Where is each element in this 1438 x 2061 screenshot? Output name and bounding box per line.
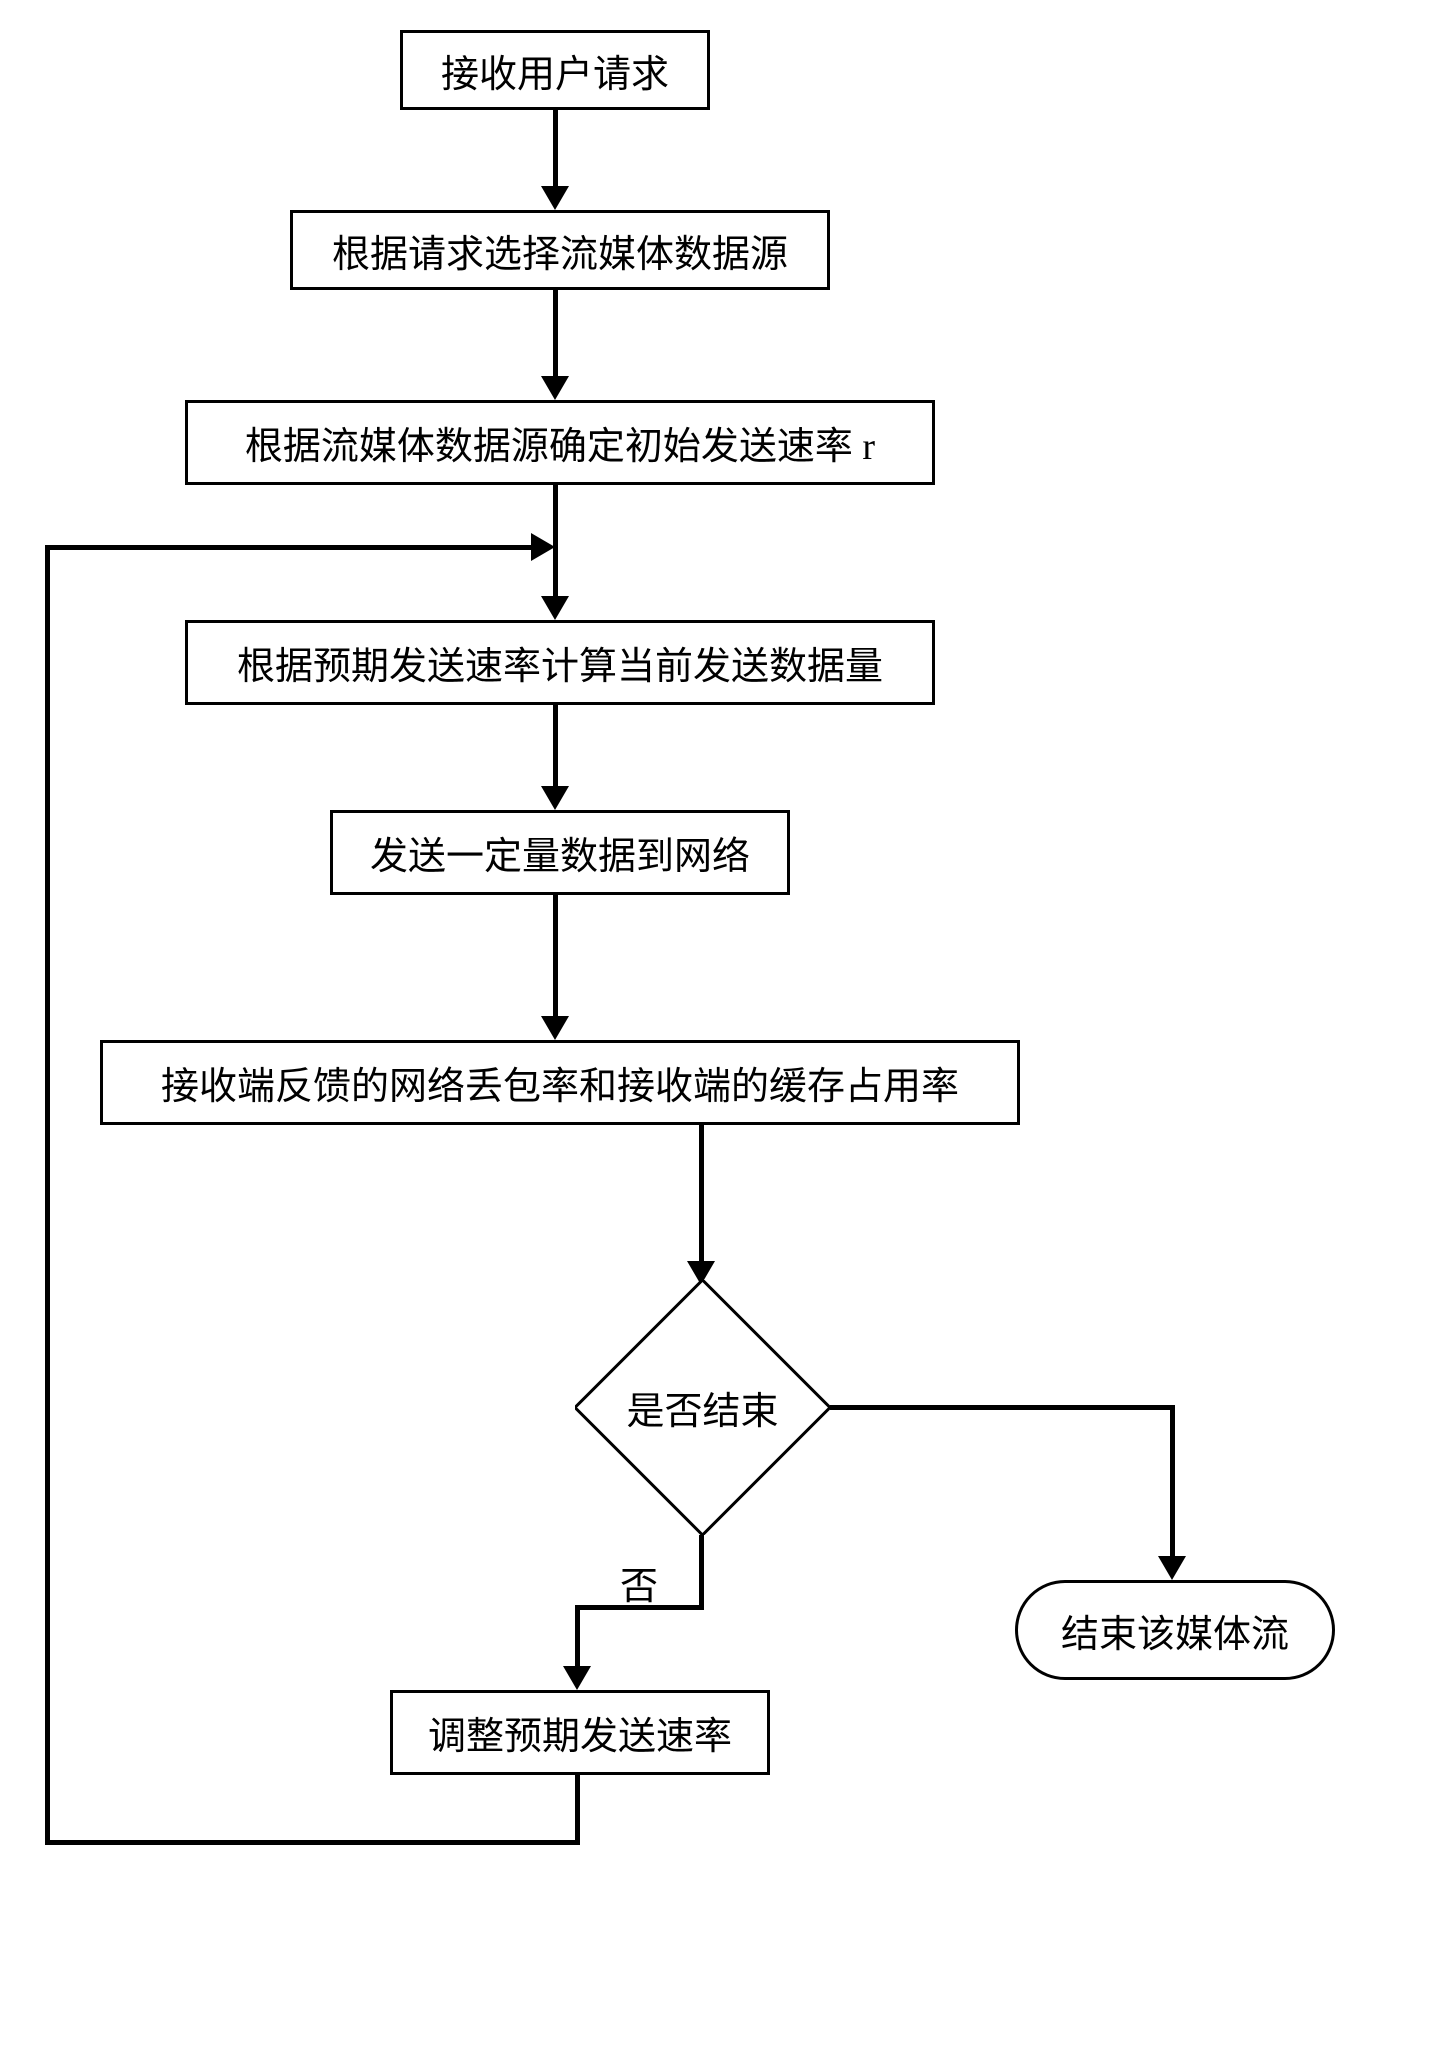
edge-5-6 bbox=[553, 895, 558, 1020]
edge-6-7 bbox=[699, 1125, 704, 1265]
node-end-stream: 结束该媒体流 bbox=[1015, 1580, 1335, 1680]
arrow-head bbox=[541, 1016, 569, 1040]
arrow-head bbox=[531, 533, 555, 561]
flowchart-container: 接收用户请求 根据请求选择流媒体数据源 根据流媒体数据源确定初始发送速率 r 根… bbox=[0, 0, 1438, 2061]
node-label: 接收端反馈的网络丢包率和接收端的缓存占用率 bbox=[161, 1055, 959, 1110]
edge-loop-v1 bbox=[575, 1775, 580, 1840]
edge-7-8 bbox=[699, 1535, 704, 1605]
arrow-head bbox=[541, 786, 569, 810]
arrow-head bbox=[541, 376, 569, 400]
node-feedback: 接收端反馈的网络丢包率和接收端的缓存占用率 bbox=[100, 1040, 1020, 1125]
arrow-head bbox=[1158, 1556, 1186, 1580]
node-label: 根据预期发送速率计算当前发送数据量 bbox=[237, 635, 883, 690]
edge-loop-h2 bbox=[45, 545, 535, 550]
node-receive-request: 接收用户请求 bbox=[400, 30, 710, 110]
node-label: 接收用户请求 bbox=[441, 43, 669, 98]
label-no: 否 bbox=[620, 1555, 658, 1610]
edge-7-9-v bbox=[1170, 1405, 1175, 1560]
arrow-head bbox=[563, 1666, 591, 1690]
node-label: 调整预期发送速率 bbox=[428, 1705, 732, 1760]
edge-7-9-h bbox=[830, 1405, 1175, 1410]
node-label: 根据请求选择流媒体数据源 bbox=[332, 223, 788, 278]
node-initial-rate: 根据流媒体数据源确定初始发送速率 r bbox=[185, 400, 935, 485]
edge-loop-v2 bbox=[45, 545, 50, 1845]
edge-7-8-v2 bbox=[575, 1605, 580, 1670]
node-label: 发送一定量数据到网络 bbox=[370, 825, 750, 880]
arrow-head bbox=[541, 186, 569, 210]
edge-1-2 bbox=[553, 110, 558, 190]
edge-loop-h1 bbox=[45, 1840, 580, 1845]
node-label: 是否结束 bbox=[626, 1380, 778, 1435]
node-adjust-rate: 调整预期发送速率 bbox=[390, 1690, 770, 1775]
node-decision-end: 是否结束 bbox=[575, 1280, 830, 1535]
node-select-source: 根据请求选择流媒体数据源 bbox=[290, 210, 830, 290]
node-calc-data: 根据预期发送速率计算当前发送数据量 bbox=[185, 620, 935, 705]
node-send-data: 发送一定量数据到网络 bbox=[330, 810, 790, 895]
node-label: 根据流媒体数据源确定初始发送速率 r bbox=[245, 415, 875, 470]
edge-2-3 bbox=[553, 290, 558, 380]
arrow-head bbox=[541, 596, 569, 620]
node-label: 结束该媒体流 bbox=[1061, 1603, 1289, 1658]
edge-4-5 bbox=[553, 705, 558, 790]
